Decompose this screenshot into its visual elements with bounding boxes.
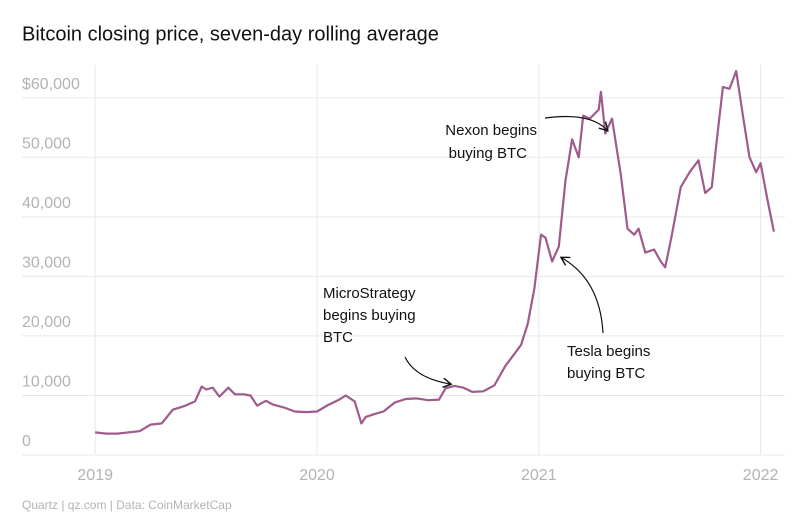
arrow <box>404 356 450 384</box>
annotation: buying BTC <box>567 365 646 382</box>
annotation: MicroStrategy <box>323 285 416 302</box>
x-tick-label: 2020 <box>299 467 335 484</box>
y-tick-label: $60,000 <box>22 76 80 93</box>
arrow <box>562 258 604 334</box>
chart-title: Bitcoin closing price, seven-day rolling… <box>22 23 439 45</box>
annotation: Nexon begins <box>445 122 537 139</box>
arrow <box>544 115 607 131</box>
price-line <box>95 69 775 435</box>
y-tick-label: 10,000 <box>22 374 71 391</box>
annotation: BTC <box>323 329 353 346</box>
y-tick-label: 50,000 <box>22 136 71 153</box>
plot: 0 10,000 20,000 30,000 40,000 50,000 $60,000 20… <box>22 65 785 484</box>
y-tick-label: 20,000 <box>22 314 71 331</box>
x-tick-label: 2021 <box>521 467 557 484</box>
x-tick-label: 2022 <box>743 467 779 484</box>
annotation: begins buying <box>323 307 416 324</box>
y-tick-label: 40,000 <box>22 195 71 212</box>
y-tick-label: 30,000 <box>22 255 71 272</box>
source: Quartz | qz.com | Data: CoinMarketCap <box>22 498 232 512</box>
annotation: Tesla begins <box>567 343 650 360</box>
x-tick-label: 2019 <box>77 467 113 484</box>
y-tick-label: 0 <box>22 433 31 450</box>
annotation: buying BTC <box>449 145 528 162</box>
